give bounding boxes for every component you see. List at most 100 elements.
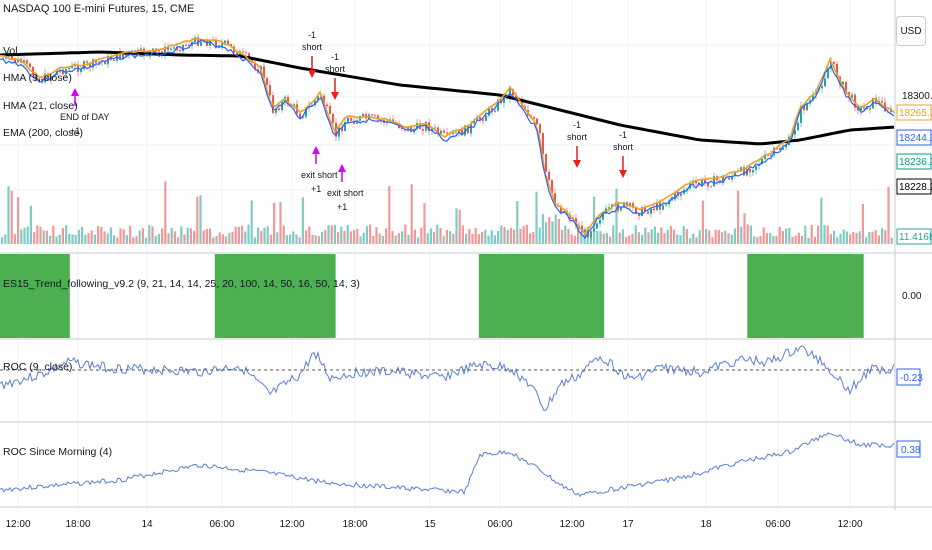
volume-bar <box>797 232 800 244</box>
candle-body <box>437 127 439 134</box>
candle-body <box>515 95 517 99</box>
signal-label: short <box>613 142 634 152</box>
volume-bar <box>861 203 864 244</box>
volume-bar <box>125 235 128 244</box>
candle-body <box>686 188 688 190</box>
legend-hma21[interactable]: HMA (21, close) <box>3 100 78 112</box>
signal-label: END of DAY <box>60 112 109 122</box>
volume-bar <box>554 214 557 244</box>
candle-body <box>455 132 457 134</box>
candle-body <box>803 106 805 111</box>
volume-bar <box>871 231 874 244</box>
volume-bar <box>225 236 228 244</box>
candle-body <box>62 69 64 75</box>
legend-hma9[interactable]: HMA (9, close) <box>3 72 72 84</box>
candle-body <box>650 208 652 214</box>
volume-bar <box>810 224 813 244</box>
volume-bar <box>13 233 16 244</box>
volume-bar <box>429 228 432 244</box>
time-axis-tick: 12:00 <box>279 519 304 530</box>
volume-bar <box>340 226 343 244</box>
candle-body <box>425 122 427 131</box>
volume-bar <box>628 235 631 244</box>
candle-body <box>416 123 418 129</box>
volume-bar <box>621 229 624 244</box>
candle-body <box>842 81 844 85</box>
volume-bar <box>97 226 100 244</box>
candle-body <box>545 154 547 172</box>
legend-roc-morning[interactable]: ROC Since Morning (4) <box>3 446 113 458</box>
signal-label: -1 <box>308 30 316 40</box>
volume-bar <box>301 197 304 244</box>
volume-bar <box>305 230 308 244</box>
volume-bar <box>253 237 256 244</box>
candle-body <box>104 61 106 65</box>
legend-roc[interactable]: ROC (9, close) <box>3 361 73 373</box>
volume-bar <box>820 197 823 244</box>
volume-bar <box>58 234 61 244</box>
volume-bar <box>778 226 781 244</box>
candle-body <box>170 48 172 50</box>
candle-body <box>182 44 184 52</box>
volume-bar <box>148 225 151 244</box>
candle-body <box>278 108 280 111</box>
candle-body <box>608 207 610 209</box>
candle-body <box>782 147 784 150</box>
legend-strategy[interactable]: ES15_Trend_following_v9.2 (9, 21, 14, 14… <box>3 278 360 290</box>
volume-bar <box>753 236 756 244</box>
volume-bar <box>801 235 804 244</box>
volume-bar <box>49 235 52 244</box>
candle-body <box>866 107 868 110</box>
candle-body <box>740 167 742 171</box>
strategy-active-block <box>478 254 605 338</box>
candle-body <box>800 106 802 123</box>
candle-body <box>767 154 769 156</box>
volume-bar <box>433 232 436 244</box>
candle-body <box>593 228 595 232</box>
volume-bar <box>625 237 628 244</box>
candle-body <box>176 47 178 51</box>
candle-body <box>695 180 697 184</box>
signal-arrow-head <box>619 170 627 178</box>
candle-body <box>215 39 217 48</box>
time-axis-tick: 14 <box>141 519 153 530</box>
volume-bar <box>685 228 688 244</box>
volume-bar <box>42 230 45 244</box>
volume-bar <box>362 232 365 244</box>
volume-bar <box>369 224 372 244</box>
volume-bar <box>826 225 829 244</box>
volume-bar <box>481 231 484 244</box>
candle-body <box>194 37 196 43</box>
volume-bar <box>599 231 602 244</box>
volume-bar <box>721 232 724 244</box>
currency-button[interactable]: USD <box>896 16 926 46</box>
candle-body <box>452 132 454 134</box>
volume-bar <box>273 202 276 244</box>
candle-body <box>140 48 142 50</box>
candle-body <box>263 66 265 79</box>
volume-bar <box>881 228 884 244</box>
legend-vol[interactable]: Vol <box>3 45 18 57</box>
volume-bar <box>577 227 580 244</box>
candle-body <box>821 86 823 89</box>
time-axis-tick: 18:00 <box>65 519 90 530</box>
volume-bar <box>445 230 448 244</box>
candle-body <box>23 60 25 63</box>
volume-bar <box>874 230 877 244</box>
volume-bar <box>829 234 832 244</box>
candle-body <box>11 55 13 60</box>
volume-bar <box>39 226 42 244</box>
volume-bar <box>378 233 381 244</box>
volume-bar <box>260 231 263 244</box>
time-axis-tick: 15 <box>424 519 436 530</box>
volume-bar <box>276 232 279 244</box>
volume-bar <box>717 229 720 244</box>
volume-bar <box>346 225 349 244</box>
candle-body <box>554 193 556 206</box>
volume-bar <box>279 202 282 244</box>
legend-ema200[interactable]: EMA (200, close) <box>3 127 83 139</box>
volume-bar <box>84 234 87 244</box>
volume-bar <box>324 230 327 244</box>
volume-bar <box>381 236 384 244</box>
